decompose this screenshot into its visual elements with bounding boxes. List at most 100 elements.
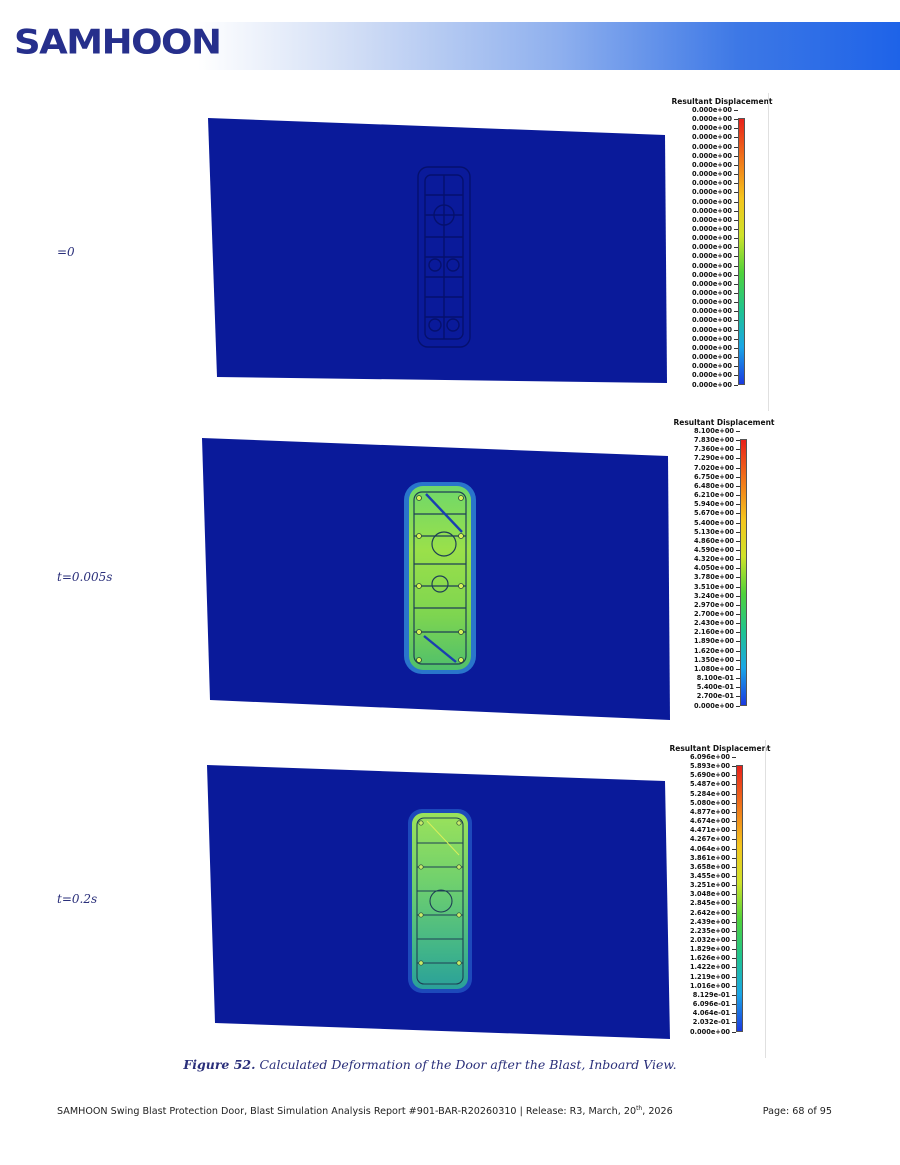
legend-value: 2.160e+00 [693,628,734,637]
legend-value: 0.000e+00 [691,215,732,224]
legend-tick [732,885,736,887]
legend-value: 0.000e+00 [691,307,732,316]
legend-title-3: Resultant Displacement [669,744,771,753]
legend-value: 0.000e+00 [691,224,732,233]
legend-value: 1.219e+00 [689,972,730,981]
legend-value: 0.000e+00 [691,206,732,215]
legend-tick [736,623,740,625]
legend-tick [736,485,740,487]
legend-value: 0.000e+00 [691,124,732,133]
legend-value: 0.000e+00 [691,106,732,114]
legend-value: 0.000e+00 [691,270,732,279]
legend-value: 3.251e+00 [689,881,730,890]
legend-tick [736,650,740,652]
legend-value: 8.129e-01 [692,990,730,999]
legend-tick [736,659,740,661]
legend-value: 6.750e+00 [693,472,734,481]
legend-value: 0.000e+00 [691,188,732,197]
legend-tick [732,866,736,868]
legend-tick [736,467,740,469]
legend-value: 2.642e+00 [689,908,730,917]
legend-tick [734,293,738,294]
legend-tick [736,449,740,451]
footer-date-suffix: th [636,1104,643,1112]
legend-value: 1.626e+00 [689,954,730,963]
legend-tick [732,848,736,850]
legend-tick [732,1022,736,1024]
legend-tick [734,347,738,349]
legend-tick [732,949,736,951]
legend-value: 4.064e+00 [689,844,730,853]
legend-value: 6.096e-01 [692,1000,730,1009]
legend-tick [732,1004,736,1006]
legend-value: 5.893e+00 [689,762,730,771]
legend-tick [736,678,740,680]
legend-tick [736,687,740,689]
legend-value: 1.620e+00 [693,646,734,655]
legend-tick [732,894,736,896]
legend-value: 1.829e+00 [689,945,730,954]
legend-tick [736,495,740,497]
legend-title-2: Resultant Displacement [673,418,775,427]
legend-value: 4.064e-01 [692,1009,730,1018]
plate-render-3 [207,765,670,1039]
legend-tick [734,192,738,194]
door-outline-2 [413,491,467,665]
legend-value: 4.050e+00 [693,564,734,573]
legend-value: 0.000e+00 [691,279,732,288]
legend-tick [736,604,740,606]
legend-value: 0.000e+00 [693,701,734,710]
legend-value: 0.000e+00 [691,343,732,352]
legend-tick [732,757,736,758]
door-bolts-2 [416,495,464,663]
legend-value: 5.080e+00 [689,798,730,807]
legend-tick [734,302,738,304]
legend-value: 3.048e+00 [689,890,730,899]
legend-value: 0.000e+00 [691,334,732,343]
legend-value: 3.510e+00 [693,582,734,591]
legend-value: 0.000e+00 [691,170,732,179]
legend-value: 4.320e+00 [693,555,734,564]
legend-value: 0.000e+00 [689,1027,730,1036]
legend-tick [736,696,740,698]
legend-value: 7.020e+00 [693,463,734,472]
legend-tick [734,146,738,148]
legend-tick [732,958,736,960]
legend-value: 0.000e+00 [691,197,732,206]
legend-tick [736,668,740,670]
legend-tick [732,821,736,823]
legend-value: 1.080e+00 [693,664,734,673]
legend-tick [734,311,738,313]
legend-tick [736,595,740,597]
legend-tick [734,164,738,166]
legend-tick [732,1013,736,1015]
footer-page-number: Page: 68 of 95 [762,1106,832,1117]
legend-value: 1.016e+00 [689,981,730,990]
door-outline-1 [417,166,471,348]
legend-value: 2.970e+00 [693,600,734,609]
legend-tick [732,811,736,813]
legend-tick [732,775,736,777]
legend-tick [732,930,736,932]
legend-color-bar [738,118,745,386]
legend-value: 4.267e+00 [689,835,730,844]
legend-value: 0.000e+00 [691,316,732,325]
legend-tick [734,265,738,267]
legend-tick [732,976,736,978]
legend-value: 3.240e+00 [693,591,734,600]
legend-tick [736,458,740,460]
color-legend-1: Resultant Displacement 0.000e+00 0.000e+0… [652,97,792,397]
legend-tick [732,857,736,859]
simulation-panel-3 [205,763,675,1041]
legend-value: 7.830e+00 [693,436,734,445]
time-label-2: t=0.005s [57,570,113,584]
legend-value: 0.000e+00 [691,133,732,142]
legend-tick [734,329,738,331]
figure-label: Figure 52. [183,1057,256,1072]
legend-value: 8.100e-01 [696,674,734,683]
legend-value: 2.235e+00 [689,926,730,935]
legend-value: 3.658e+00 [689,862,730,871]
legend-tick [734,128,738,130]
legend-tick [732,903,736,905]
simulation-panel-1 [205,115,675,385]
